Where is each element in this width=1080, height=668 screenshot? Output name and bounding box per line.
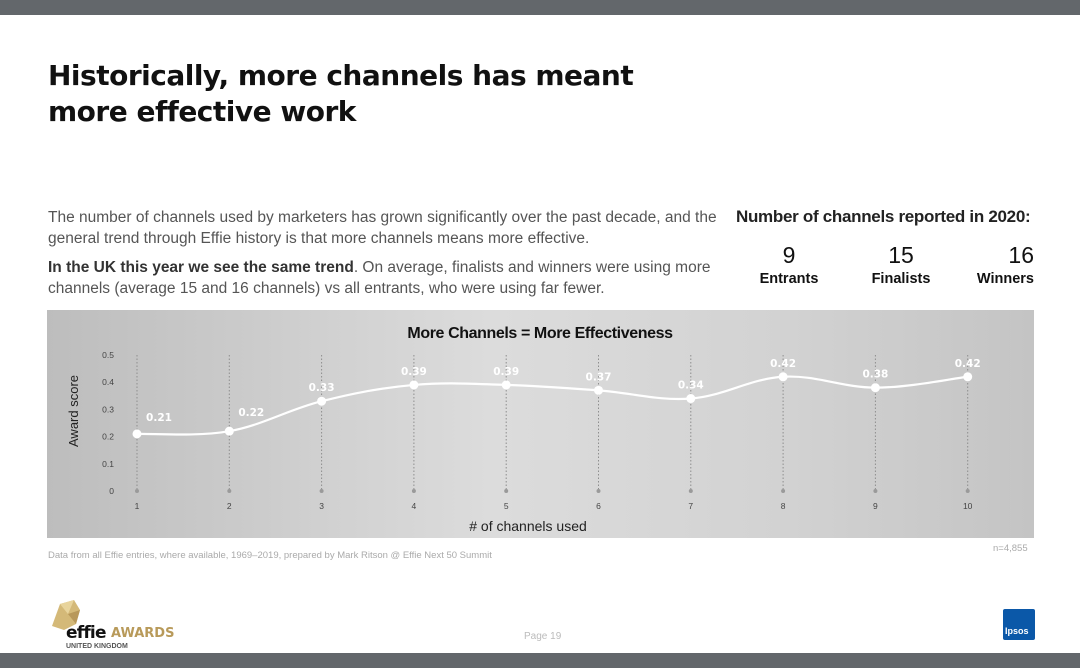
effie-region: UNITED KINGDOM: [66, 643, 128, 650]
stats-title: Number of channels reported in 2020:: [736, 207, 1031, 226]
paragraph-2-bold: In the UK this year we see the same tren…: [48, 259, 354, 276]
baseline-dot: [965, 489, 970, 493]
source-note: Data from all Effie entries, where avail…: [48, 550, 492, 561]
y-tick-label: 0.5: [102, 350, 114, 360]
page-title: Historically, more channels has meant mo…: [48, 58, 668, 130]
stat-value: 16: [1008, 242, 1034, 268]
data-point: [409, 380, 419, 390]
baseline-dot: [781, 489, 786, 493]
data-label: 0.39: [493, 366, 519, 378]
data-point: [594, 385, 603, 395]
x-tick-label: 4: [412, 501, 417, 511]
stat-entrants: 9 Entrants: [736, 241, 842, 287]
x-tick-label: 8: [781, 501, 786, 511]
y-tick-label: 0.1: [102, 459, 114, 469]
baseline-dot: [135, 489, 139, 493]
title-line-2: more effective work: [48, 95, 356, 128]
series-line: [136, 375, 968, 436]
baseline-dot: [688, 489, 693, 493]
data-point: [686, 394, 696, 404]
data-label: 0.22: [238, 407, 264, 419]
y-tick-label: 0.4: [102, 377, 114, 387]
paragraph-1: The number of channels used by marketers…: [48, 209, 717, 247]
stat-finalists: 15 Finalists: [848, 241, 954, 287]
stat-winners: 16 Winners: [936, 241, 1034, 287]
line-chart: More Channels = More Effectiveness Award …: [66, 325, 981, 534]
x-tick-label: 9: [873, 501, 878, 511]
x-tick-label: 2: [227, 501, 232, 511]
x-tick-label: 3: [319, 501, 324, 511]
data-label: 0.37: [586, 371, 612, 383]
effie-awards-logo: effie AWARDS UNITED KINGDOM: [46, 600, 186, 652]
bottom-bar: [0, 653, 1080, 668]
x-tick-label: 5: [504, 501, 509, 511]
paragraph-2: In the UK this year we see the same tren…: [48, 257, 718, 299]
x-axis-label: # of channels used: [469, 518, 587, 534]
y-tick-label: 0: [109, 486, 114, 496]
x-tick-label: 1: [135, 501, 140, 511]
channel-stats: Number of channels reported in 2020: 9 E…: [736, 207, 1036, 287]
data-point: [317, 396, 327, 406]
body-copy: The number of channels used by marketers…: [48, 207, 718, 307]
data-point: [224, 426, 234, 436]
y-axis-label: Award score: [66, 375, 81, 447]
data-label: 0.21: [146, 412, 172, 424]
title-line-1: Historically, more channels has meant: [48, 59, 634, 92]
effie-trophy-icon: [52, 600, 80, 630]
ipsos-wordmark: Ipsos: [1005, 626, 1029, 636]
x-tick-label: 6: [596, 501, 601, 511]
paragraph-2-rest: . On average, finalists and winners were…: [48, 259, 711, 297]
stat-label: Winners: [976, 271, 1034, 287]
chart-title: More Channels = More Effectiveness: [407, 325, 673, 342]
chart-panel: More Channels = More Effectiveness Award …: [47, 310, 1034, 538]
data-point: [501, 380, 511, 390]
baseline-dot: [504, 489, 509, 493]
data-point: [963, 372, 973, 382]
y-tick-label: 0.3: [102, 404, 114, 414]
page-number: Page 19: [524, 631, 562, 642]
stat-value: 9: [782, 242, 796, 268]
effie-wordmark: effie: [66, 623, 106, 643]
data-point: [870, 383, 880, 393]
x-tick-label: 10: [963, 501, 973, 511]
stat-label: Entrants: [759, 271, 819, 287]
x-tick-label: 7: [688, 501, 693, 511]
effie-awards-text: AWARDS: [111, 626, 175, 641]
data-label: 0.39: [401, 366, 427, 378]
data-point: [778, 372, 788, 382]
sample-size-note: n=4,855: [993, 543, 1028, 554]
stat-value: 15: [888, 242, 914, 268]
baseline-dot: [873, 489, 878, 493]
top-bar: [0, 0, 1080, 15]
data-label: 0.33: [309, 382, 335, 394]
baseline-dot: [227, 489, 232, 493]
y-tick-label: 0.2: [102, 432, 114, 442]
ipsos-logo: Ipsos: [1003, 609, 1035, 640]
baseline-dot: [596, 489, 601, 493]
baseline-dot: [411, 489, 416, 493]
data-label: 0.38: [862, 369, 888, 381]
data-point: [132, 429, 142, 439]
stat-label: Finalists: [871, 271, 931, 287]
data-label: 0.42: [955, 358, 981, 370]
data-label: 0.42: [770, 358, 796, 370]
data-label: 0.34: [678, 380, 704, 392]
baseline-dot: [319, 489, 324, 493]
